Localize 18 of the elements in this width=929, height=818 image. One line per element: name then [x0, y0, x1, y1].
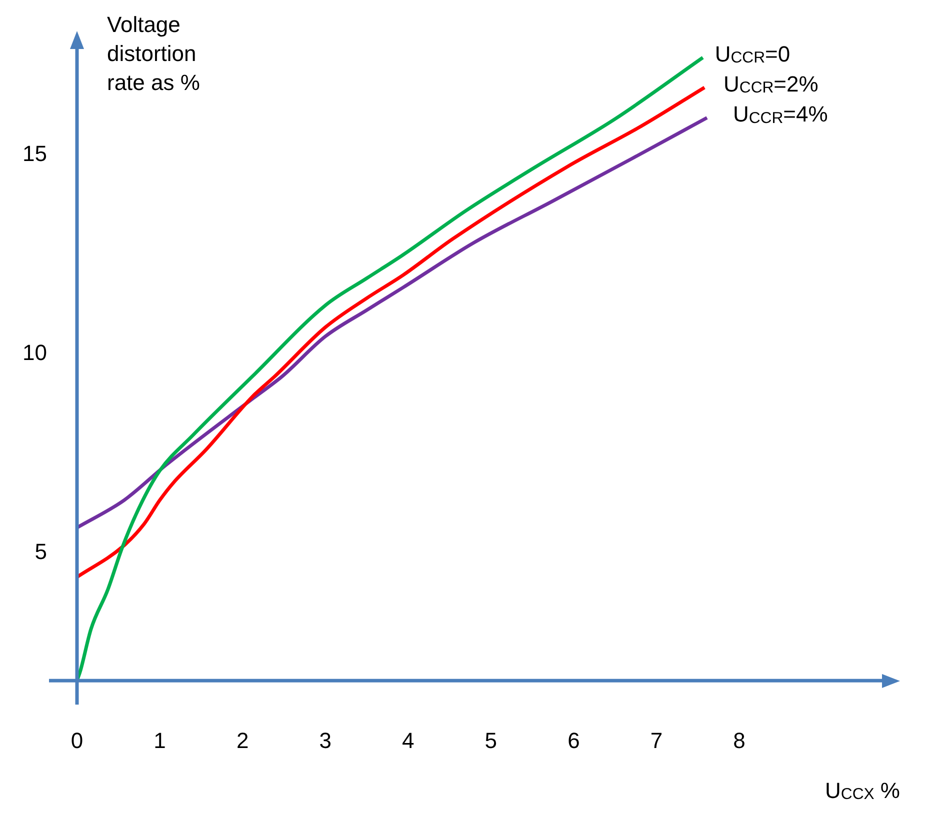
x-tick-label: 4	[402, 728, 414, 753]
x-tick-label: 1	[154, 728, 166, 753]
y-tick-label: 5	[34, 539, 47, 564]
x-tick-label: 3	[319, 728, 332, 753]
x-axis-title: UCCX %	[825, 778, 900, 804]
line-series	[77, 116, 709, 530]
x-tick-label: 8	[733, 728, 746, 753]
y-tick-label: 10	[22, 340, 47, 366]
x-tick-label: 0	[70, 728, 84, 753]
x-tick-label: 6	[568, 728, 580, 753]
series-label: UCCR=2%	[724, 71, 818, 97]
y-axis-title: Voltage distortion rate as %	[107, 12, 200, 95]
y-tick-label: 15	[22, 140, 47, 166]
x-tick-label: 2	[236, 728, 249, 753]
x-tick-label: 7	[650, 728, 663, 753]
series-label: UCCR=4%	[732, 102, 828, 127]
series-label: UCCR=0	[714, 42, 790, 67]
x-tick-label: 5	[484, 728, 498, 753]
